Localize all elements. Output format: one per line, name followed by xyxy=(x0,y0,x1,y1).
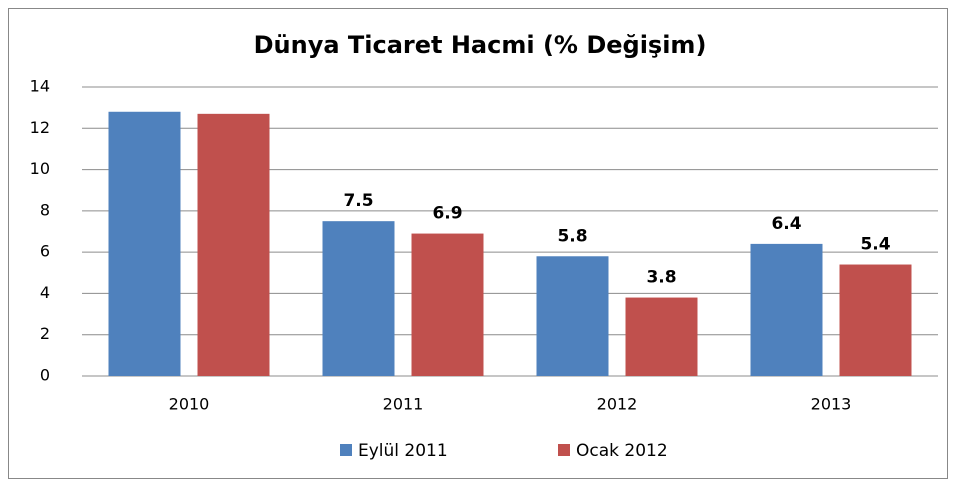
y-tick-label: 8 xyxy=(40,200,50,219)
data-label: 5.8 xyxy=(557,226,587,246)
legend-label: Eylül 2011 xyxy=(358,441,448,461)
legend-swatch xyxy=(558,444,570,456)
bar xyxy=(536,256,609,376)
y-tick-label: 6 xyxy=(40,242,50,261)
data-label: 5.4 xyxy=(860,235,890,255)
bar xyxy=(625,297,698,376)
data-label: 3.8 xyxy=(646,268,676,288)
y-tick-label: 4 xyxy=(40,283,50,302)
y-tick-label: 0 xyxy=(40,366,50,385)
data-label: 7.5 xyxy=(343,191,373,211)
chart-title: Dünya Ticaret Hacmi (% Değişim) xyxy=(254,31,707,59)
bar xyxy=(750,243,823,376)
legend-swatch xyxy=(340,444,352,456)
bar xyxy=(322,221,395,376)
legend-label: Ocak 2012 xyxy=(576,441,668,461)
bar xyxy=(197,113,270,376)
y-tick-label: 12 xyxy=(30,118,50,137)
bar xyxy=(411,233,484,376)
data-label: 6.4 xyxy=(771,214,801,234)
x-tick-label: 2010 xyxy=(169,395,210,414)
y-tick-label: 14 xyxy=(30,77,50,96)
y-tick-label: 2 xyxy=(40,324,50,343)
x-tick-label: 2012 xyxy=(597,395,638,414)
x-tick-label: 2013 xyxy=(811,395,852,414)
data-label: 6.9 xyxy=(432,204,462,224)
x-tick-label: 2011 xyxy=(383,395,424,414)
bar xyxy=(108,111,181,377)
bar xyxy=(839,264,912,376)
y-tick-label: 10 xyxy=(30,159,50,178)
